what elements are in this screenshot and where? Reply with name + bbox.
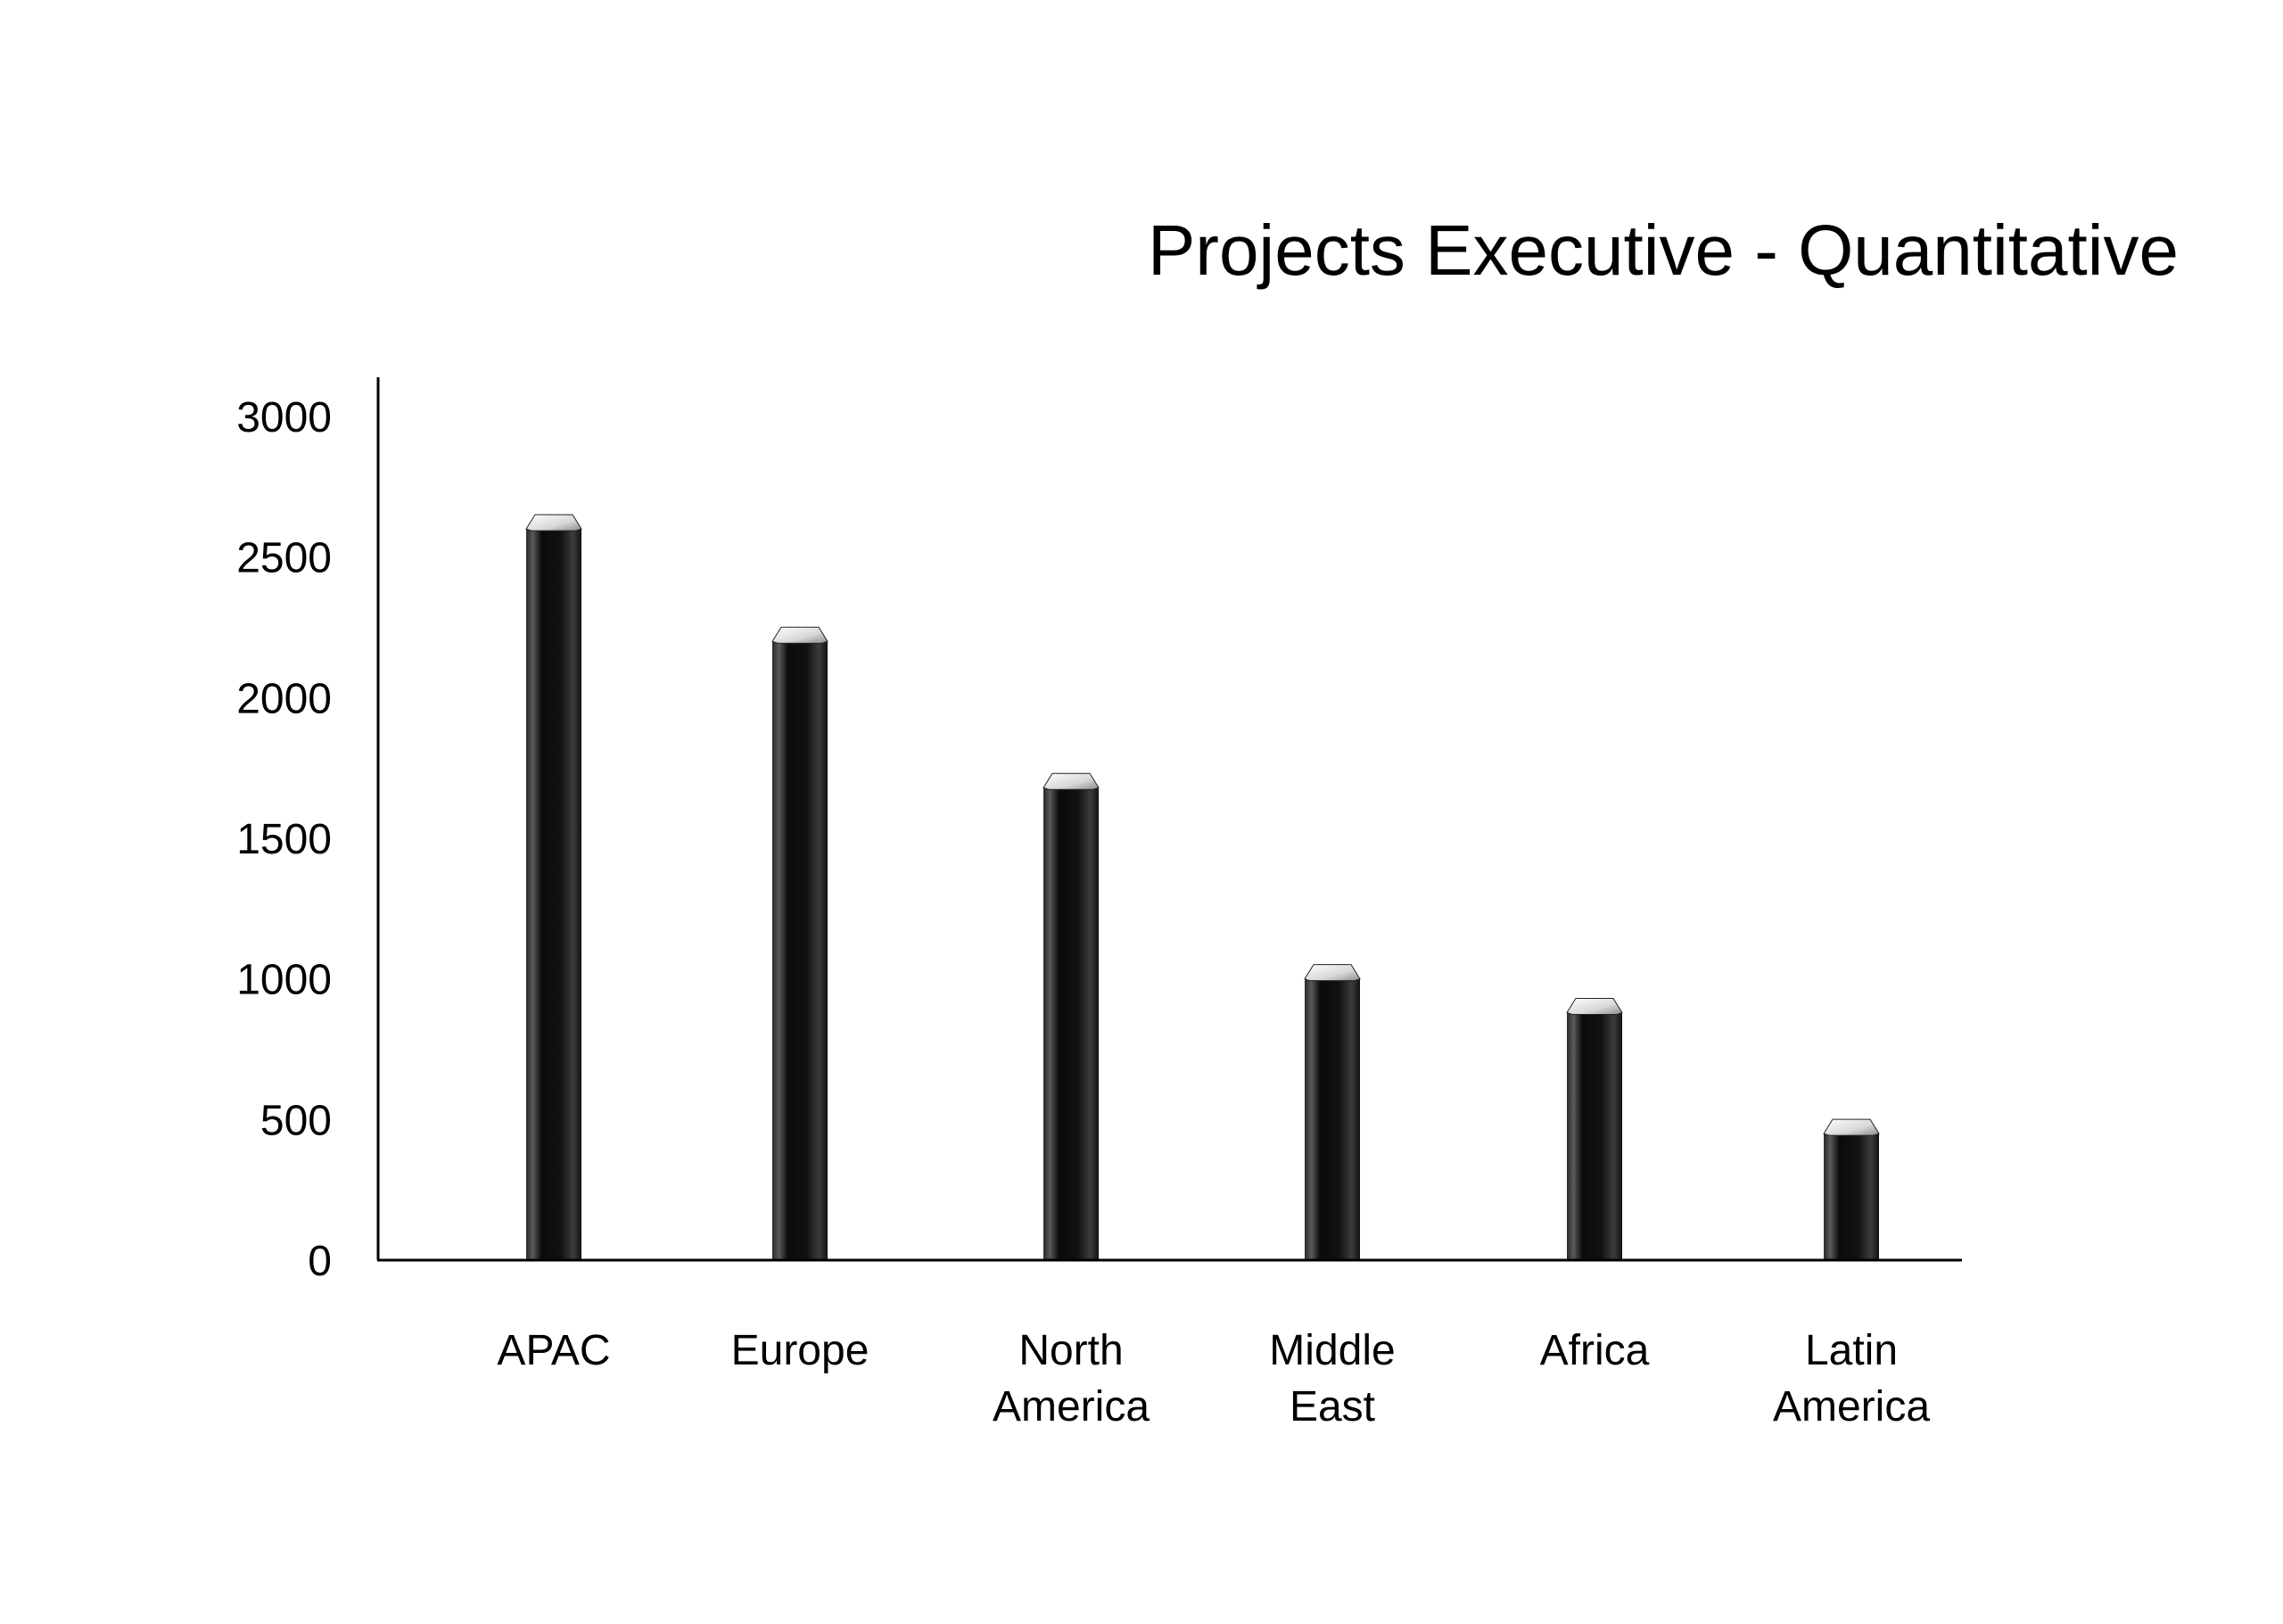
bar [1824, 1134, 1879, 1260]
y-tick-label: 500 [260, 1097, 332, 1144]
x-tick-label-line: East [1290, 1383, 1375, 1430]
bar [1567, 1012, 1622, 1260]
x-tick-label-line: Middle [1269, 1327, 1395, 1374]
y-tick-label: 3000 [236, 394, 332, 441]
x-tick-label-line: APAC [497, 1327, 610, 1374]
bar-cap [525, 514, 582, 532]
x-tick-label-line: America [993, 1383, 1150, 1430]
bar [526, 529, 581, 1260]
x-tick-label-line: Europe [731, 1327, 870, 1374]
y-tick-label: 0 [308, 1238, 332, 1285]
x-tick-label: Africa [1540, 1327, 1650, 1374]
bar-cap [1043, 772, 1100, 790]
y-axis-ticks: 0 500 1000 1500 2000 2500 3000 [236, 394, 332, 1285]
chart-title: Projects Executive - Quantitative [1148, 210, 2179, 290]
bar-cap [1823, 1118, 1880, 1136]
bar [1305, 978, 1360, 1260]
x-tick-label: North America [993, 1327, 1150, 1430]
x-tick-label: Europe [731, 1327, 870, 1374]
x-tick-label-line: Africa [1540, 1327, 1650, 1374]
y-tick-label: 1000 [236, 957, 332, 1004]
bar-cap [1304, 964, 1361, 982]
x-tick-label-line: America [1773, 1383, 1930, 1430]
bar [1043, 787, 1099, 1260]
y-tick-label: 2500 [236, 535, 332, 582]
bar [772, 641, 828, 1260]
bar-cap [771, 626, 828, 644]
bar-cap [1566, 998, 1623, 1016]
x-tick-label: APAC [497, 1327, 610, 1374]
y-tick-label: 2000 [236, 675, 332, 722]
x-axis-labels: APAC Europe North America Middle East Africa La… [497, 1327, 1930, 1430]
x-tick-label: Middle East [1269, 1327, 1395, 1430]
y-tick-label: 1500 [236, 816, 332, 863]
x-tick-label-line: Latin [1805, 1327, 1898, 1374]
x-tick-label-line: North [1018, 1327, 1123, 1374]
bars [525, 514, 1880, 1260]
x-tick-label: Latin America [1773, 1327, 1930, 1430]
